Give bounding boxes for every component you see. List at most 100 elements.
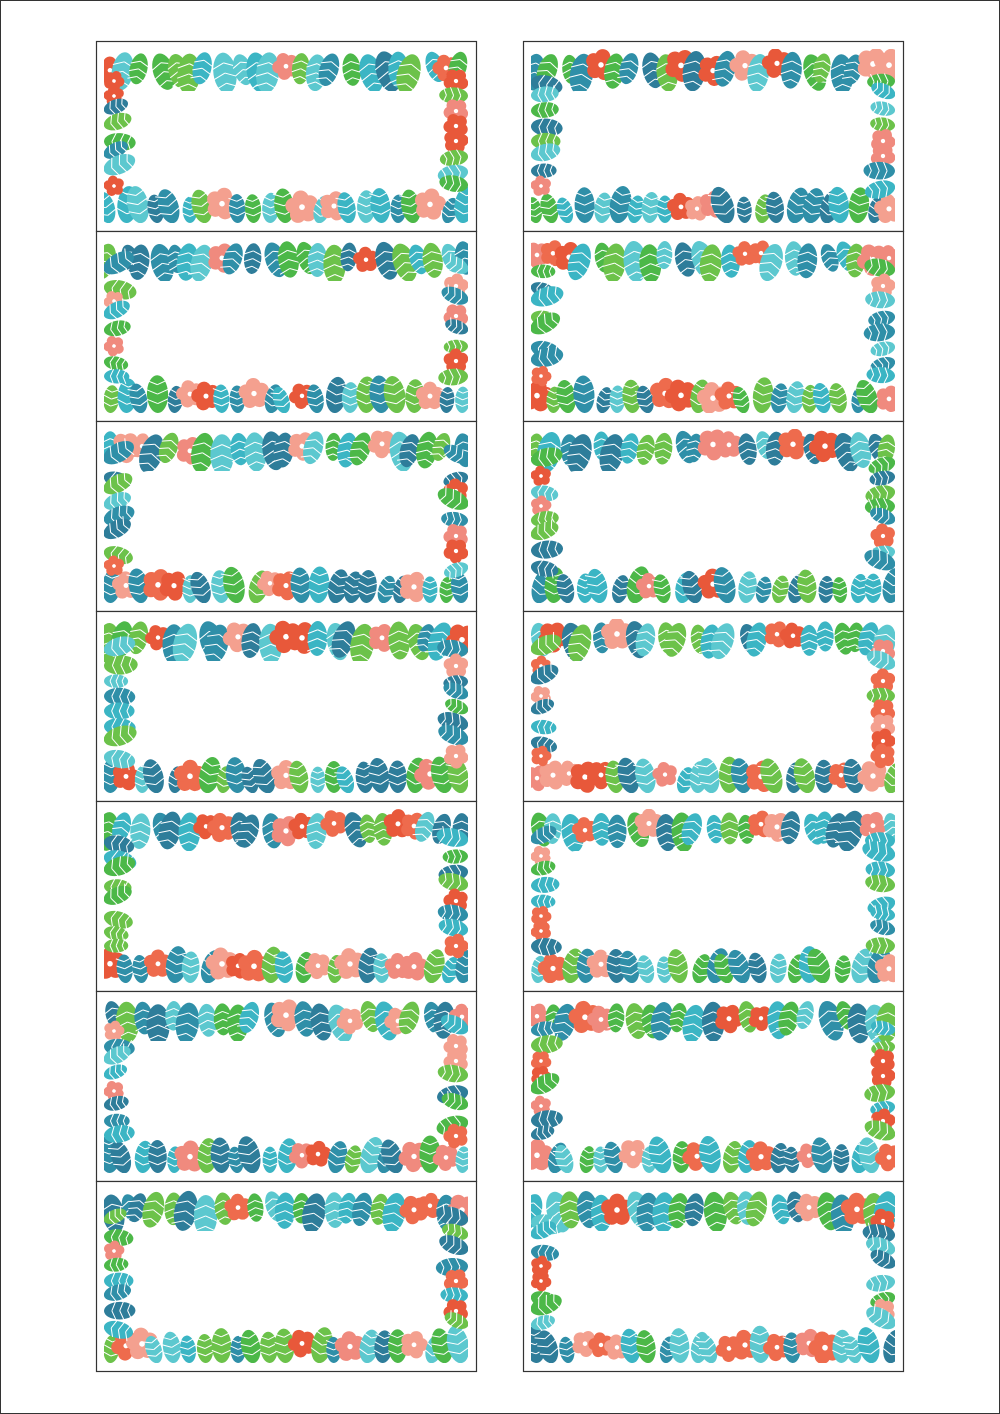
leaf-vein — [177, 73, 190, 79]
leaf-vein — [630, 197, 638, 203]
flower — [443, 744, 468, 769]
leaf-vein — [795, 574, 806, 579]
leaf-vein — [708, 835, 717, 842]
leaf-vein — [791, 955, 799, 963]
leaf-vein — [536, 264, 541, 272]
leaf-vein — [126, 710, 132, 720]
leaf-vein — [773, 583, 781, 590]
leaf-vein — [452, 339, 457, 347]
petal — [539, 921, 550, 932]
leaf-vein — [771, 590, 779, 597]
leaf-vein — [717, 974, 727, 977]
leaf-vein — [229, 212, 238, 217]
label — [522, 800, 905, 993]
leaf-vein — [880, 116, 884, 125]
leaf-vein — [111, 687, 117, 697]
leaf-vein — [198, 1019, 208, 1026]
leaf-vein — [883, 832, 888, 842]
leaf-vein — [574, 191, 585, 197]
leaf-vein — [190, 452, 203, 457]
leaf — [393, 54, 422, 94]
leaf-vein — [681, 828, 692, 831]
petal — [540, 847, 551, 858]
leaf-vein — [643, 456, 652, 464]
leaf — [711, 567, 737, 603]
leaf-vein — [606, 781, 617, 786]
leaf-vein — [662, 456, 672, 462]
leaf-vein — [871, 343, 878, 351]
flower — [857, 761, 888, 792]
leaf-vein — [538, 449, 541, 460]
flower-center — [880, 138, 886, 144]
leaf-vein — [127, 133, 133, 143]
leaf-vein — [617, 773, 629, 776]
leaf-blade — [531, 894, 556, 909]
leaf-vein — [739, 631, 748, 639]
leaf-vein — [684, 820, 695, 823]
leaf-vein — [324, 453, 334, 458]
leaf-vein — [864, 584, 874, 589]
leaf-vein — [551, 109, 557, 118]
flower — [531, 745, 552, 767]
leaf-vein — [660, 576, 669, 582]
leaf — [531, 937, 562, 957]
leaf-vein — [865, 556, 873, 565]
leaf-vein — [872, 123, 877, 131]
leaf-vein — [288, 774, 299, 778]
leaf-vein — [764, 456, 775, 461]
leaf-vein — [785, 258, 795, 265]
leaf-vein — [126, 161, 135, 169]
leaf-vein — [842, 76, 852, 79]
leaf-vein — [146, 379, 158, 386]
leaf-vein — [633, 647, 644, 651]
leaf-vein — [694, 821, 703, 829]
leaf — [104, 723, 137, 747]
leaf-vein — [544, 101, 549, 111]
leaf-vein — [441, 211, 449, 218]
leaf-vein — [677, 446, 687, 455]
leaf-vein — [328, 964, 336, 970]
leaf-vein — [380, 778, 390, 785]
leaf-vein — [715, 591, 727, 595]
leaf-vein — [742, 400, 750, 407]
leaf-vein — [125, 914, 132, 922]
leaf-vein — [774, 202, 784, 208]
petal — [881, 714, 894, 727]
leaf-vein — [625, 271, 637, 279]
leaf-vein — [884, 861, 889, 871]
leaf-vein — [892, 826, 895, 829]
leaf-blade — [225, 757, 247, 793]
leaf-vein — [546, 76, 553, 85]
leaf-blade — [175, 1002, 200, 1044]
leaf-vein — [612, 188, 623, 196]
leaf-vein — [378, 769, 389, 776]
leaf-vein — [645, 78, 656, 86]
leaf-vein — [718, 778, 730, 785]
flower — [571, 817, 598, 843]
flower-center — [331, 203, 337, 209]
leaf-vein — [877, 927, 884, 934]
leaf-vein — [773, 253, 784, 262]
flower-center — [678, 204, 684, 210]
leaf-vein — [545, 938, 551, 947]
leaf-vein — [432, 972, 443, 976]
leaf-vein — [224, 591, 237, 595]
leaf-vein — [689, 572, 698, 580]
leaf-vein — [428, 763, 440, 767]
leaf-vein — [867, 966, 877, 975]
leaf-vein — [390, 204, 399, 210]
leaf-vein — [825, 635, 834, 641]
leaf — [444, 562, 468, 580]
flower-center — [550, 772, 556, 778]
leaf-vein — [796, 583, 808, 587]
leaf-vein — [248, 1017, 257, 1025]
leaf-vein — [430, 73, 439, 82]
leaf-vein — [124, 438, 127, 449]
leaf-vein — [551, 101, 556, 110]
leaf-vein — [118, 702, 124, 712]
writing-area — [565, 661, 861, 751]
leaf-vein — [457, 674, 463, 682]
leaf-vein — [554, 345, 558, 356]
flower-center — [203, 393, 209, 399]
leaf-vein — [549, 163, 554, 171]
